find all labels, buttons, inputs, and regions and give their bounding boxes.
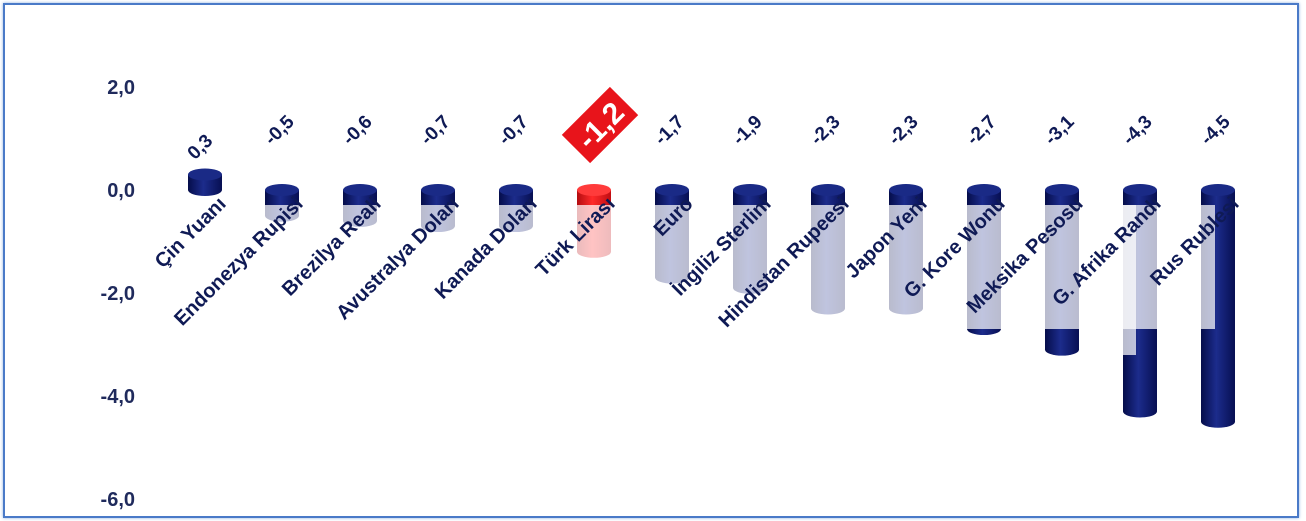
value-label: -3,1 (1041, 111, 1079, 149)
category-overlay (175, 205, 1215, 355)
bar-cap (265, 184, 299, 196)
bar-bottom (1201, 415, 1235, 428)
value-label: -2,7 (963, 112, 1001, 150)
bar-cap (967, 184, 1001, 196)
highlight-box (561, 86, 639, 164)
value-label: -1,9 (729, 112, 767, 150)
y-tick-label: 0,0 (107, 180, 135, 202)
value-label: -2,3 (885, 112, 923, 150)
bar-cap (655, 184, 689, 196)
bar-cap (733, 184, 767, 196)
y-tick-label: -6,0 (101, 489, 135, 511)
bar-cap (343, 184, 377, 196)
y-tick-label: -2,0 (101, 283, 135, 305)
bar-cap (1045, 184, 1079, 196)
value-label: -0,7 (495, 112, 533, 150)
y-tick-label: -4,0 (101, 386, 135, 408)
bar-cap (577, 184, 611, 196)
value-label: 0,3 (184, 131, 218, 165)
label-band (175, 205, 1215, 329)
value-label: -0,7 (417, 112, 455, 150)
bar-bottom (1123, 405, 1157, 418)
bar-cap (889, 184, 923, 196)
value-label: -0,5 (261, 111, 299, 149)
bar-cap (811, 184, 845, 196)
bar-cap (421, 184, 455, 196)
bar-bottom (188, 184, 222, 196)
value-label: -4,3 (1119, 112, 1157, 150)
value-label: -1,7 (651, 112, 689, 150)
label-band-tail (1122, 205, 1136, 355)
value-label: -0,6 (339, 112, 377, 150)
bar-cap (188, 168, 222, 181)
value-label: -4,5 (1197, 111, 1235, 149)
value-labels: 0,3 -0,5 -0,6 -0,7 -0,7 -1,2 -1,7 -1,9 -2,3 -2,3 -… (184, 86, 1235, 165)
bar-cap (1123, 184, 1157, 196)
y-axis: 2,0 0,0 -2,0 -4,0 -6,0 (101, 77, 135, 511)
bar-cap (499, 184, 533, 196)
value-label-highlight: -1,2 (561, 86, 639, 164)
bar-bottom (1045, 343, 1079, 356)
value-label: -2,3 (807, 112, 845, 150)
y-tick-label: 2,0 (107, 77, 135, 99)
bar-cap (1201, 184, 1235, 196)
bar (188, 168, 222, 196)
